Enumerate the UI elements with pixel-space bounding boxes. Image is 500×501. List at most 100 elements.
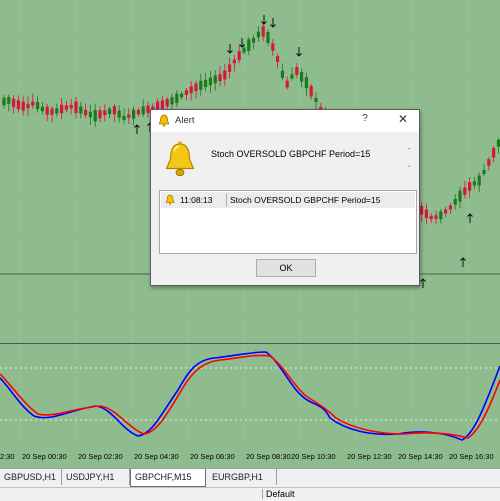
tab-gbpusd-h1[interactable]: GBPUSD,H1 [0,469,62,485]
bell-icon [165,141,195,177]
candle-body [453,198,457,205]
candle-body [223,70,227,80]
candle-body [36,102,40,109]
candle-body [256,31,260,38]
candle-body [151,106,155,111]
candle-body [156,101,160,112]
candle-body [79,106,83,114]
candle-body [448,205,452,210]
scroll-down-icon[interactable]: ⌄ [406,162,412,169]
time-tick-label: 20 Sep 06:30 [190,452,235,461]
candle-body [199,80,203,90]
candle-body [175,93,179,104]
candle-body [487,159,491,166]
candle-body [271,43,275,51]
up-arrow-icon [134,124,140,134]
alert-titlebar[interactable]: Alert ? ✕ [151,110,419,132]
candle-body [60,104,64,114]
candle-body [108,108,112,115]
candle-body [204,79,208,87]
candle-body [290,74,294,79]
candle-body [285,80,289,88]
time-tick-label: 20 Sep 14:30 [398,452,443,461]
candle-body [189,86,193,94]
up-arrow-icon [420,278,426,288]
tab-gbpchf-m15[interactable]: GBPCHF,M15 [130,469,206,487]
alert-row-time: 11:08:13 [180,195,213,205]
tab-eurgbp-h1[interactable]: EURGBP,H1 [208,469,277,485]
candle-body [280,70,284,78]
candle-body [117,110,121,118]
time-tick-label: 20 Sep 16:30 [449,452,494,461]
candle-body [103,110,107,116]
candle-body [496,139,500,147]
alert-title: Alert [175,115,195,126]
candle-body [309,86,313,97]
candle-body [218,74,222,82]
candle-body [146,105,150,113]
candle-body [237,51,241,61]
candle-body [424,209,428,218]
candle-body [165,99,169,107]
candle-body [463,187,467,195]
candle-body [180,93,184,98]
candle-body [50,108,54,115]
alert-message-box: Stoch OVERSOLD GBPCHF Period=15 ⌃ ⌄ [159,139,417,186]
close-button[interactable]: ✕ [397,112,409,126]
candle-body [477,175,481,186]
candle-body [492,148,496,158]
candle-body [136,109,140,115]
down-arrow-icon [261,15,267,25]
alert-history-row[interactable]: 11:08:13 Stoch OVERSOLD GBPCHF Period=15 [161,192,415,208]
stochastic-chart[interactable] [0,346,500,445]
time-tick-label: 20 Sep 12:30 [347,452,392,461]
candle-body [55,108,59,114]
candle-body [247,39,251,52]
column-separator [226,193,227,207]
candle-body [122,115,126,121]
down-arrow-icon [270,18,276,28]
candle-body [141,106,145,115]
candle-body [31,101,35,106]
candle-body [84,109,88,116]
candle-body [7,96,11,104]
candle-body [314,97,318,103]
chart-tab-bar: GBPUSD,H1 USDJPY,H1 GBPCHF,M15 EURGBP,H1 [0,468,500,487]
candle-body [232,59,236,64]
candle-body [21,101,25,111]
status-bar: Default [0,487,500,501]
candle-body [160,100,164,109]
ok-button[interactable]: OK [256,259,316,277]
candle-body [468,182,472,191]
candle-body [472,181,476,186]
alert-history-list: 11:08:13 Stoch OVERSOLD GBPCHF Period=15 [159,190,417,254]
candle-body [16,100,20,110]
alert-message: Stoch OVERSOLD GBPCHF Period=15 [211,149,371,159]
candle-body [184,90,188,95]
candle-body [127,114,131,118]
alert-row-message: Stoch OVERSOLD GBPCHF Period=15 [230,195,381,205]
time-tick-label: 20 Sep 00:30 [22,452,67,461]
candle-body [88,111,92,118]
time-tick-label: 20 Sep 02:30 [78,452,123,461]
up-arrow-icon [467,213,473,223]
help-button[interactable]: ? [362,113,368,124]
scroll-up-icon[interactable]: ⌃ [406,148,412,155]
candle-body [295,67,299,75]
alert-dialog: Alert ? ✕ Stoch OVERSOLD GBPCHF Period=1… [150,109,420,286]
candle-body [45,106,49,115]
candle-body [444,209,448,214]
candle-body [64,105,68,110]
candle-body [40,106,44,112]
down-arrow-icon [239,38,245,48]
candle-body [482,170,486,174]
candle-body [439,211,443,220]
message-scrollbar[interactable]: ⌃ ⌄ [403,145,415,181]
candle-body [266,31,270,44]
time-tick-label: 20 Sep 10:30 [291,452,336,461]
candle-body [26,103,30,109]
candle-body [228,64,232,72]
tab-usdjpy-h1[interactable]: USDJPY,H1 [62,469,130,485]
candle-body [208,77,212,86]
bell-icon [158,114,170,127]
